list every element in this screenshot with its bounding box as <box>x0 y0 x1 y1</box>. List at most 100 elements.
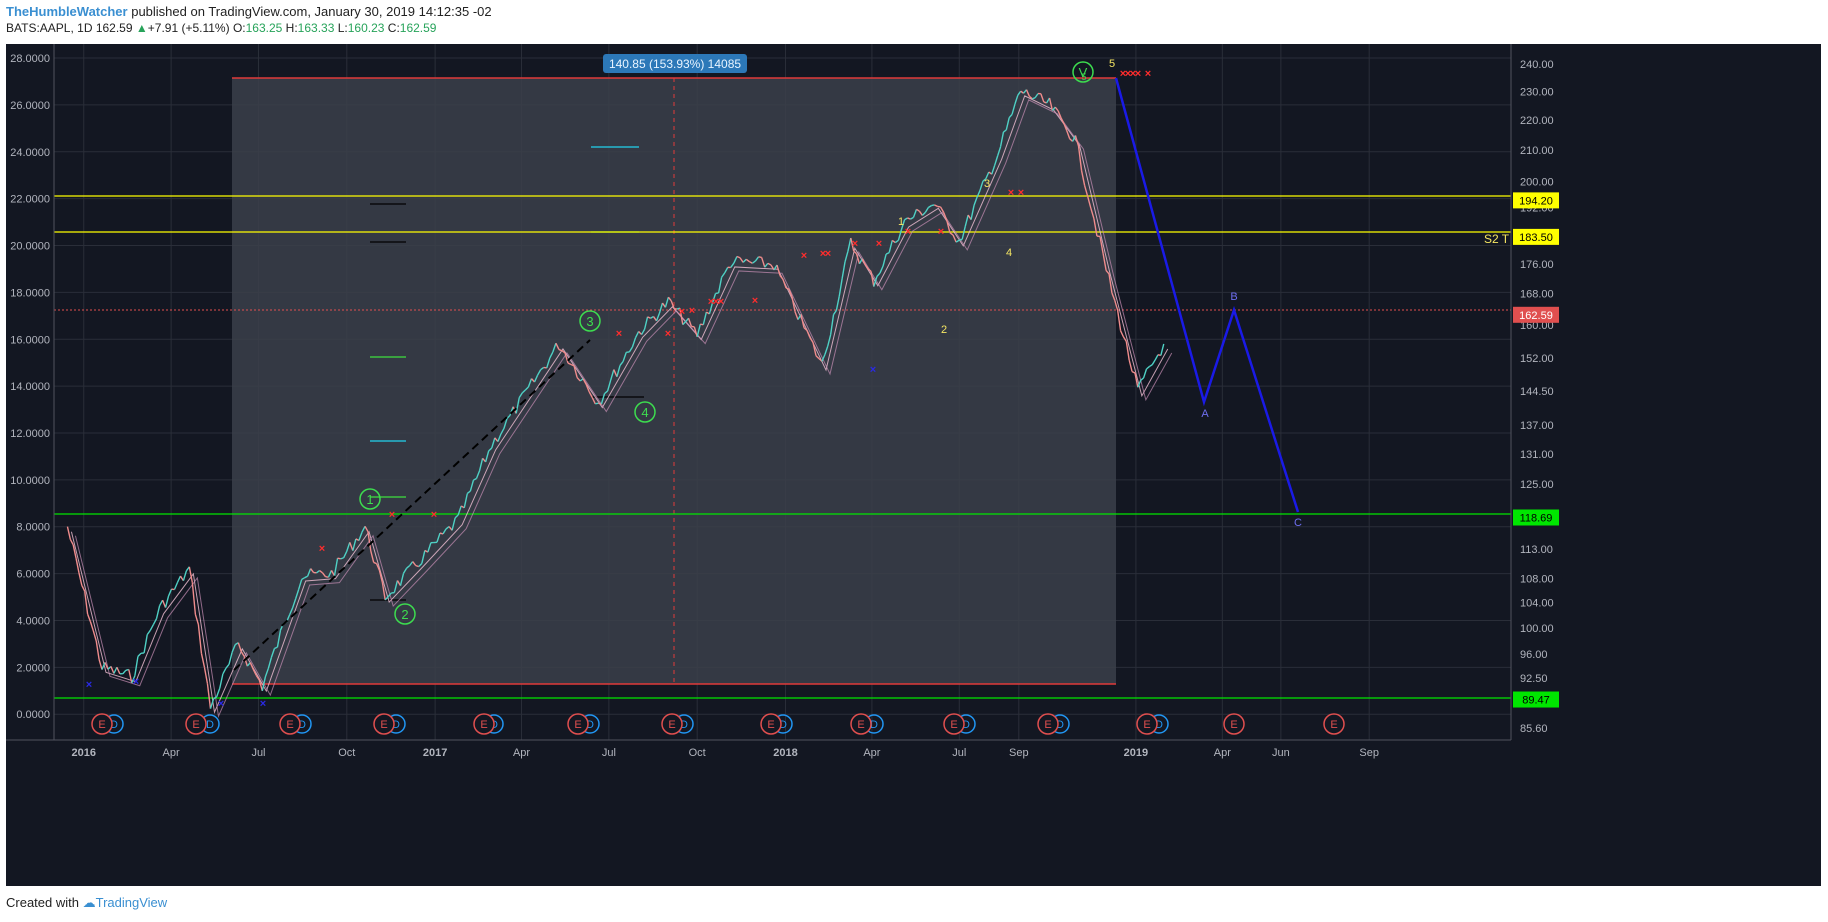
chart-frame[interactable]: 140.85 (153.93%) 14085 × × × × × × × × × × × × × × × × ×… <box>6 44 1821 886</box>
sell-signal-x: × <box>616 328 622 340</box>
price-segment <box>1148 364 1153 368</box>
earnings-marker[interactable] <box>1136 713 1158 735</box>
price-segment <box>1111 292 1116 301</box>
price-segment <box>213 696 218 700</box>
earnings-marker[interactable] <box>850 713 872 735</box>
price-segment <box>291 598 297 609</box>
price-segment <box>274 646 278 650</box>
time-axis-tick: 2019 <box>1124 747 1148 759</box>
left-axis-tick: 28.0000 <box>10 53 50 65</box>
earnings-marker[interactable] <box>91 713 113 735</box>
subwave-1-label: 1 <box>898 216 904 228</box>
author-link[interactable]: TheHumbleWatcher <box>6 4 128 19</box>
price-segment <box>1142 368 1148 379</box>
price-segment <box>931 204 935 207</box>
sell-signal-x: × <box>319 543 325 555</box>
price-segment <box>921 211 926 216</box>
price-segment <box>549 351 554 359</box>
time-axis-tick: Sep <box>1359 747 1379 759</box>
price-segment <box>724 267 729 274</box>
earnings-marker[interactable] <box>943 713 965 735</box>
price-segment <box>564 352 569 364</box>
earnings-marker[interactable] <box>1037 713 1059 735</box>
price-segment <box>406 565 411 569</box>
time-axis-tick: 2018 <box>773 747 797 759</box>
earnings-marker[interactable] <box>185 713 207 735</box>
price-segment <box>95 640 100 660</box>
price-segment <box>791 296 796 312</box>
price-segment <box>69 538 74 546</box>
sell-signal-x: × <box>679 306 685 318</box>
price-segment <box>600 393 606 405</box>
price-segment <box>827 334 832 347</box>
price-segment <box>399 573 405 586</box>
price-segment <box>570 363 575 367</box>
price-segment <box>855 253 861 264</box>
dividend-label: D <box>962 719 970 731</box>
publish-info: published on TradingView.com, January 30… <box>131 4 492 19</box>
price-segment <box>1017 90 1022 96</box>
price-segment <box>1114 300 1119 311</box>
price-segment <box>696 324 701 337</box>
price-segment <box>533 374 539 383</box>
price-chart[interactable]: 140.85 (153.93%) 14085 ×× ×× ×× ×××× ×× ××× ××… <box>6 44 1821 886</box>
price-segment <box>882 253 887 267</box>
change-up-icon: ▲ <box>135 21 148 35</box>
earnings-marker[interactable] <box>661 713 683 735</box>
earnings-marker[interactable] <box>1323 713 1345 735</box>
subwave-2-label: 2 <box>941 324 947 336</box>
earnings-marker[interactable] <box>760 713 782 735</box>
price-segment <box>999 131 1005 147</box>
right-axis-tick: 85.60 <box>1520 723 1548 735</box>
sell-signal-x: × <box>1120 68 1126 80</box>
price-segment <box>558 348 563 352</box>
sell-signal-x: × <box>825 248 831 260</box>
price-segment <box>835 296 840 311</box>
time-axis-tick: 2017 <box>423 747 447 759</box>
price-segment <box>598 402 602 405</box>
price-segment <box>918 210 923 216</box>
earnings-label: E <box>574 719 581 731</box>
price-segment <box>832 309 837 316</box>
price-segment <box>337 557 341 560</box>
earnings-marker[interactable] <box>567 713 589 735</box>
sell-signal-x: × <box>938 226 944 238</box>
price-segment <box>717 277 723 294</box>
price-segment <box>78 572 83 586</box>
price-segment <box>745 258 750 263</box>
moving-average-fast <box>70 95 1169 714</box>
earnings-marker[interactable] <box>373 713 395 735</box>
left-axis-tick: 24.0000 <box>10 147 50 159</box>
price-segment <box>809 337 814 343</box>
price-segment <box>1128 359 1133 372</box>
price-segment <box>821 354 826 362</box>
price-segment <box>161 599 167 608</box>
sell-signal-x: × <box>713 296 719 308</box>
right-axis-tick: 108.00 <box>1520 573 1554 585</box>
price-segment <box>146 629 151 636</box>
price-segment <box>900 219 906 230</box>
price-segment <box>358 531 363 541</box>
price-badges: 194.20 183.50 162.59 118.69 89.47 <box>1513 192 1559 708</box>
sell-signal-x: × <box>689 305 695 317</box>
earnings-marker[interactable] <box>1223 713 1245 735</box>
price-segment <box>1020 90 1025 94</box>
publish-line: TheHumbleWatcher published on TradingVie… <box>6 4 492 19</box>
price-segment <box>113 666 118 674</box>
price-segment <box>985 171 990 180</box>
price-segment <box>1048 97 1054 111</box>
price-segment <box>1074 135 1080 147</box>
earnings-marker[interactable] <box>279 713 301 735</box>
price-segment <box>288 607 294 616</box>
measure-label-box: 140.85 (153.93%) 14085 <box>603 54 747 73</box>
tradingview-link[interactable]: TradingView <box>95 895 168 910</box>
price-segment <box>475 470 481 479</box>
price-segment <box>891 239 896 244</box>
price-segment <box>194 614 200 625</box>
price-segment <box>1028 95 1033 100</box>
left-axis-tick: 4.0000 <box>16 615 50 627</box>
price-segment <box>970 205 975 220</box>
price-segment <box>1093 218 1098 237</box>
price-segment <box>327 570 333 578</box>
earnings-marker[interactable] <box>473 713 495 735</box>
